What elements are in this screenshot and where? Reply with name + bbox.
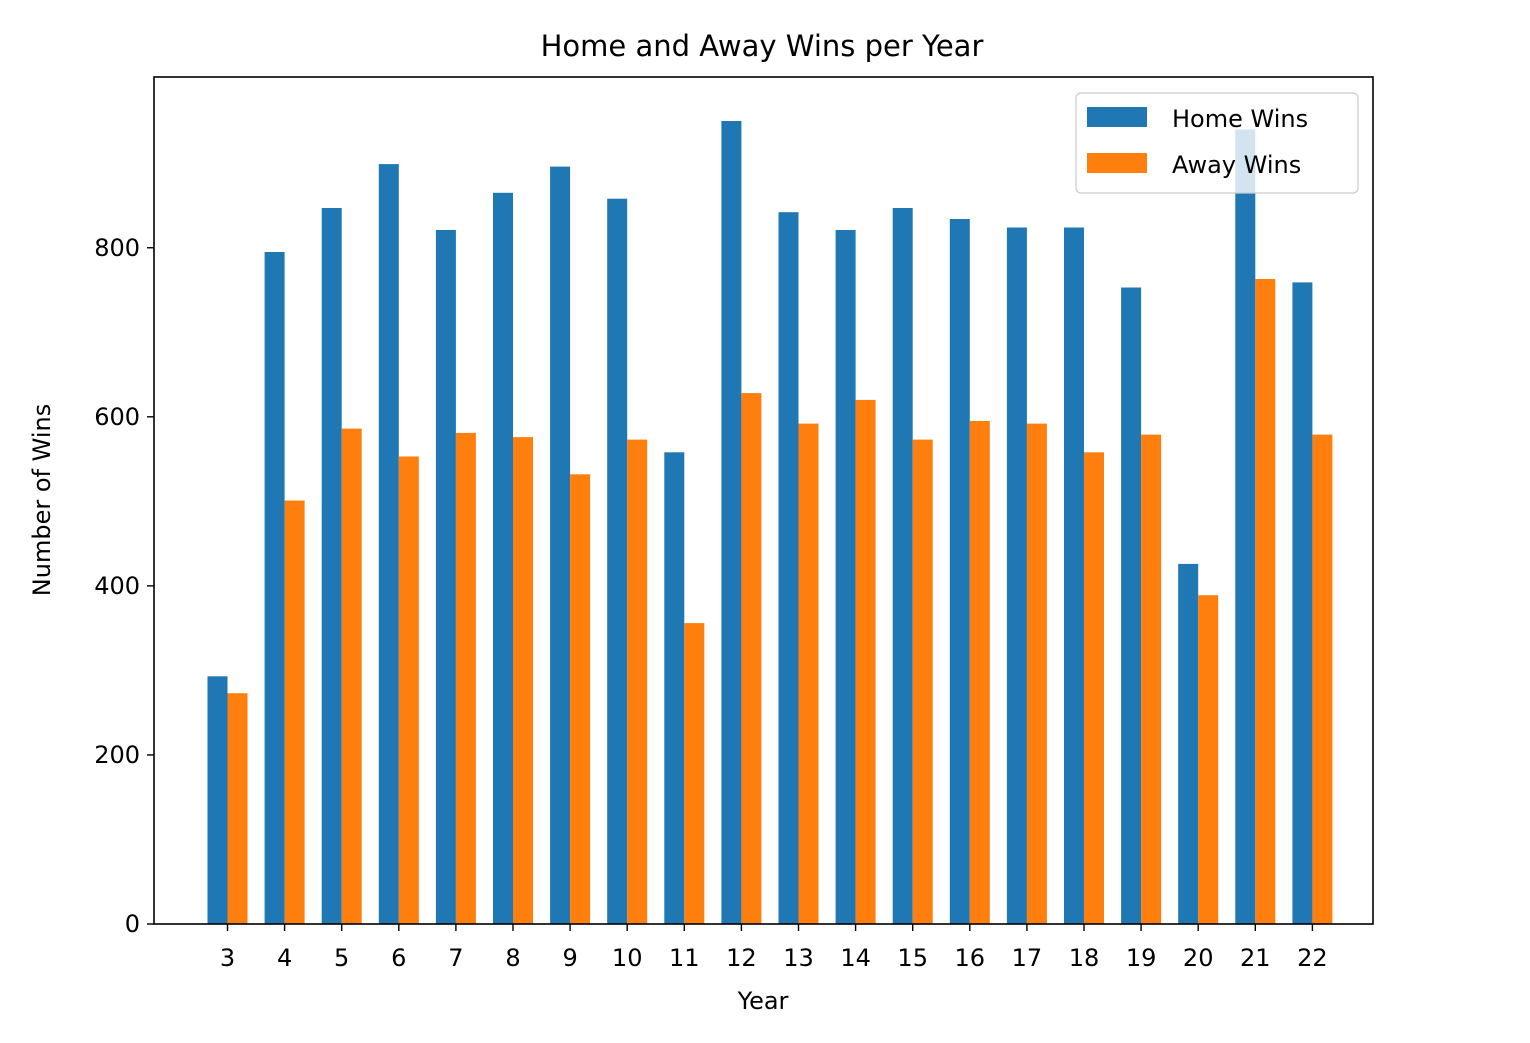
- ticks-layer: 3 4 5 6 7 8 9 10 11 12 13 14 15 16 17 18 19 20 21 22 0 200 400…: [94, 234, 1327, 972]
- bar-home-wins-21: [1235, 129, 1256, 924]
- bar-away-wins-11: [684, 623, 705, 924]
- x-tick-label-21: 21: [1240, 944, 1271, 972]
- bar-home-wins-17: [1006, 227, 1027, 924]
- x-tick-label-22: 22: [1297, 944, 1328, 972]
- bar-away-wins-10: [627, 439, 648, 924]
- bar-away-wins-12: [741, 393, 762, 925]
- bar-away-wins-14: [855, 399, 876, 924]
- x-tick-label-17: 17: [1012, 944, 1043, 972]
- bar-home-wins-22: [1292, 282, 1313, 924]
- plot-frame: [153, 76, 1374, 925]
- x-tick-label-7: 7: [448, 944, 463, 972]
- bar-away-wins-19: [1141, 434, 1162, 924]
- bar-away-wins-5: [341, 428, 362, 924]
- bar-away-wins-22: [1312, 434, 1333, 924]
- bar-home-wins-4: [264, 252, 285, 924]
- bar-away-wins-20: [1198, 595, 1219, 924]
- bar-away-wins-4: [284, 500, 305, 924]
- x-tick-label-8: 8: [505, 944, 520, 972]
- x-tick-label-10: 10: [612, 944, 643, 972]
- bar-away-wins-3: [227, 693, 248, 924]
- x-tick-label-16: 16: [955, 944, 986, 972]
- bar-home-wins-13: [778, 212, 799, 924]
- x-tick-label-9: 9: [562, 944, 577, 972]
- bar-away-wins-6: [398, 456, 419, 924]
- bar-away-wins-16: [969, 421, 990, 924]
- bar-away-wins-18: [1084, 452, 1104, 924]
- y-tick-label-600: 600: [94, 403, 140, 431]
- x-tick-label-13: 13: [783, 944, 814, 972]
- bar-away-wins-15: [912, 439, 933, 924]
- bar-away-wins-17: [1026, 423, 1047, 924]
- x-tick-label-5: 5: [334, 944, 349, 972]
- bar-home-wins-15: [892, 208, 913, 924]
- bar-home-wins-11: [664, 452, 685, 924]
- bar-away-wins-21: [1255, 279, 1276, 924]
- x-tick-label-6: 6: [391, 944, 406, 972]
- bar-home-wins-20: [1178, 563, 1199, 924]
- bar-home-wins-10: [607, 198, 628, 924]
- bar-home-wins-16: [949, 219, 970, 924]
- y-tick-label-0: 0: [125, 910, 140, 938]
- legend-label-away-wins: Away Wins: [1172, 151, 1301, 179]
- x-tick-label-12: 12: [726, 944, 757, 972]
- bar-home-wins-18: [1064, 227, 1084, 924]
- y-tick-label-200: 200: [94, 741, 140, 769]
- x-axis-label: Year: [737, 987, 789, 1015]
- legend-swatch-home-wins: [1087, 107, 1147, 127]
- bar-home-wins-3: [207, 676, 228, 924]
- bar-away-wins-7: [455, 432, 476, 924]
- bar-away-wins-8: [513, 437, 533, 924]
- bar-home-wins-19: [1121, 287, 1142, 924]
- y-tick-label-800: 800: [94, 234, 140, 262]
- bar-home-wins-6: [378, 164, 399, 925]
- x-tick-label-11: 11: [669, 944, 700, 972]
- x-tick-label-3: 3: [220, 944, 235, 972]
- x-tick-label-15: 15: [897, 944, 928, 972]
- y-axis-label: Number of Wins: [28, 404, 56, 596]
- bar-away-wins-13: [798, 423, 819, 924]
- bar-home-wins-14: [835, 230, 856, 924]
- x-tick-label-18: 18: [1069, 944, 1100, 972]
- legend-label-home-wins: Home Wins: [1172, 105, 1308, 133]
- bar-home-wins-9: [550, 166, 571, 925]
- y-tick-label-400: 400: [94, 572, 140, 600]
- x-tick-label-14: 14: [840, 944, 871, 972]
- legend: Home Wins Away Wins: [1075, 92, 1359, 194]
- x-tick-label-4: 4: [277, 944, 292, 972]
- legend-swatch-away-wins: [1087, 153, 1147, 173]
- bar-home-wins-5: [321, 208, 342, 924]
- bar-home-wins-7: [435, 230, 456, 924]
- bars-layer: [207, 121, 1333, 925]
- bar-home-wins-8: [493, 192, 513, 925]
- x-tick-label-19: 19: [1126, 944, 1157, 972]
- x-tick-label-20: 20: [1183, 944, 1214, 972]
- bar-away-wins-9: [570, 474, 591, 924]
- chart-title: Home and Away Wins per Year: [541, 29, 984, 63]
- bar-home-wins-12: [721, 121, 742, 924]
